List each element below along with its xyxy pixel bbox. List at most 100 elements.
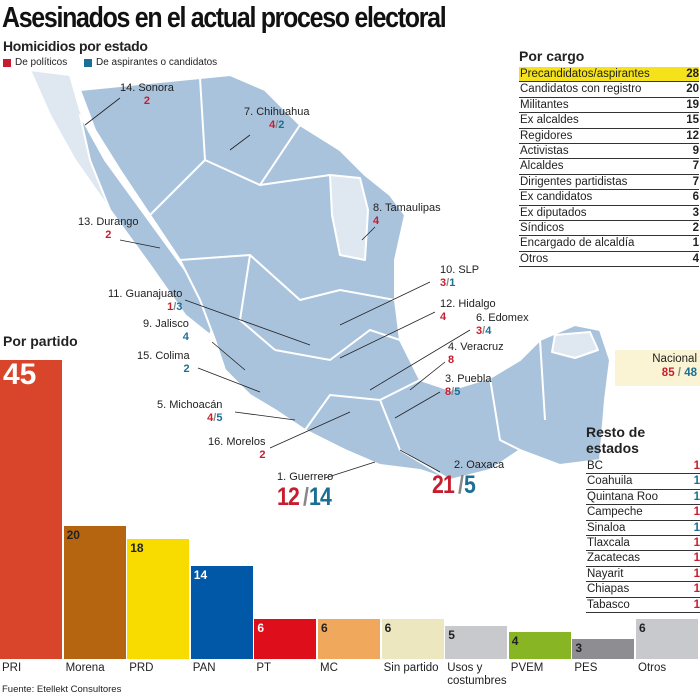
state-label-puebla: 3. Puebla 8/5 bbox=[445, 373, 492, 398]
bar-value-label: 5 bbox=[448, 627, 455, 642]
row-label: Tlaxcala bbox=[587, 536, 630, 549]
bar-category-label: Usos y costumbres bbox=[447, 662, 507, 687]
row-label: Nayarit bbox=[587, 567, 624, 580]
bar-category-label: Sin partido bbox=[383, 662, 439, 674]
bar-value-label: 45 bbox=[3, 358, 37, 391]
bar-value-label: 3 bbox=[575, 641, 583, 656]
mexico-map bbox=[29, 69, 611, 481]
bar-category-label: PT bbox=[256, 662, 272, 674]
row-label: Activistas bbox=[520, 144, 569, 157]
row-label: Militantes bbox=[520, 98, 569, 111]
legend-aspirantes: De aspirantes o candidatos bbox=[84, 57, 217, 68]
row-value: 9 bbox=[692, 144, 699, 157]
row-label: Precandidatos/aspirantes bbox=[520, 68, 650, 80]
map-subtitle: Homicidios por estado bbox=[3, 38, 148, 54]
blue-square-icon bbox=[84, 58, 92, 67]
table-row: Alcaldes 7 bbox=[519, 159, 699, 175]
bar-value-label: 14 bbox=[193, 567, 208, 582]
row-value: 1 bbox=[693, 552, 700, 565]
row-label: BC bbox=[587, 460, 603, 472]
bar-value-label: 6 bbox=[384, 621, 392, 636]
bar-otros bbox=[636, 619, 699, 659]
table-row: Dirigentes partidistas 7 bbox=[519, 175, 699, 191]
table-row: Coahuila 1 bbox=[586, 474, 700, 490]
row-value: 1 bbox=[692, 237, 699, 250]
nacional-box: Nacional 85 / 48 bbox=[615, 350, 700, 386]
row-value: 1 bbox=[693, 567, 700, 580]
quintana-roo-light-shape bbox=[551, 331, 599, 359]
table-row: Nayarit 1 bbox=[586, 567, 700, 583]
bar-value-label: 6 bbox=[639, 621, 646, 636]
bar-category-label: PVEM bbox=[510, 662, 544, 674]
table-row: Precandidatos/aspirantes 28 bbox=[519, 67, 699, 83]
row-value: 1 bbox=[693, 598, 700, 611]
bar-sin-partido bbox=[381, 619, 444, 659]
bar-category-label: PES bbox=[574, 662, 598, 674]
row-value: 1 bbox=[693, 460, 700, 472]
state-label-veracruz: 4. Veracruz 8 bbox=[448, 341, 504, 366]
table-row: Tabasco 1 bbox=[586, 598, 700, 613]
bar-value-label: 6 bbox=[321, 621, 328, 636]
table-row: Zacatecas 1 bbox=[586, 551, 700, 567]
row-value: 6 bbox=[692, 191, 699, 204]
por-cargo-table: Por cargo Precandidatos/aspirantes 28 Cand… bbox=[519, 48, 699, 268]
table-heading: Resto de estados bbox=[586, 424, 646, 456]
state-label-jalisco: 9. Jalisco 4 bbox=[143, 318, 189, 343]
state-label-chihuahua: 7. Chihuahua 4/2 bbox=[244, 106, 310, 131]
bar-morena bbox=[63, 526, 126, 659]
state-label-oaxaca: 2. Oaxaca 21/5 bbox=[432, 459, 505, 499]
source-note: Fuente: Etellekt Consultores bbox=[2, 684, 122, 695]
bar-pri bbox=[0, 360, 63, 659]
baja-sur-shape bbox=[79, 114, 216, 336]
row-value: 2 bbox=[692, 221, 699, 234]
row-label: Candidatos con registro bbox=[520, 83, 642, 96]
table-row: Tlaxcala 1 bbox=[586, 536, 700, 552]
bar-category-label: PRD bbox=[129, 662, 154, 674]
state-label-slp: 10. SLP 3/1 bbox=[440, 264, 480, 289]
table-row: Quintana Roo 1 bbox=[586, 490, 700, 506]
row-label: Ex candidatos bbox=[520, 191, 593, 204]
leader-lines bbox=[84, 97, 471, 479]
row-value: 1 bbox=[693, 521, 700, 534]
bar-category-label: Otros bbox=[638, 662, 667, 674]
table-row: Ex diputados 3 bbox=[519, 206, 699, 221]
state-label-edomex: 6. Edomex 3/4 bbox=[476, 312, 529, 337]
row-label: Regidores bbox=[520, 129, 573, 142]
bar-pvem bbox=[508, 632, 571, 659]
bar-usos-y-costumbres bbox=[445, 625, 508, 659]
infographic-title: Asesinados en el actual proceso electora… bbox=[2, 2, 447, 34]
legend-politicos: De políticos bbox=[3, 57, 67, 68]
row-label: Chiapas bbox=[587, 583, 630, 596]
bar-pt bbox=[254, 619, 317, 659]
resto-estados-table: Resto de estados BC 1 Coahuila 1 Quintana Ro… bbox=[586, 424, 700, 613]
row-label: Quintana Roo bbox=[587, 490, 658, 503]
table-row: Encargado de alcaldía 1 bbox=[519, 236, 699, 252]
row-label: Tabasco bbox=[587, 598, 630, 611]
bar-value-label: 18 bbox=[130, 541, 144, 556]
row-value: 1 bbox=[693, 490, 700, 503]
state-label-durango: 13. Durango 2 bbox=[78, 216, 139, 241]
legend-label: De aspirantes o candidatos bbox=[96, 57, 218, 68]
table-row: BC 1 bbox=[586, 459, 700, 475]
state-label-michoacan: 5. Michoacán 4/5 bbox=[157, 399, 223, 424]
table-row: Regidores 12 bbox=[519, 129, 699, 144]
mainland-shape bbox=[79, 74, 611, 481]
row-value: 7 bbox=[692, 160, 699, 173]
table-row: Sinaloa 1 bbox=[586, 521, 700, 536]
table-row: Activistas 9 bbox=[519, 144, 699, 160]
state-label-tamaulipas: 8. Tamaulipas 4 bbox=[373, 202, 441, 227]
table-row: Ex alcaldes 15 bbox=[519, 113, 699, 129]
state-label-guerrero: 1. Guerrero 12/14 bbox=[277, 471, 334, 511]
row-label: Zacatecas bbox=[587, 552, 641, 565]
row-value: 7 bbox=[692, 175, 699, 188]
row-value: 20 bbox=[686, 83, 699, 96]
row-value: 1 bbox=[693, 475, 700, 488]
bar-category-label: Morena bbox=[65, 662, 105, 674]
row-label: Síndicos bbox=[520, 221, 565, 234]
bar-value-label: 4 bbox=[511, 634, 519, 649]
bar-prd bbox=[127, 539, 190, 659]
state-label-hidalgo: 12. Hidalgo 4 bbox=[440, 298, 496, 323]
row-label: Dirigentes partidistas bbox=[520, 175, 628, 188]
row-value: 4 bbox=[692, 252, 699, 265]
row-value: 28 bbox=[686, 68, 699, 80]
